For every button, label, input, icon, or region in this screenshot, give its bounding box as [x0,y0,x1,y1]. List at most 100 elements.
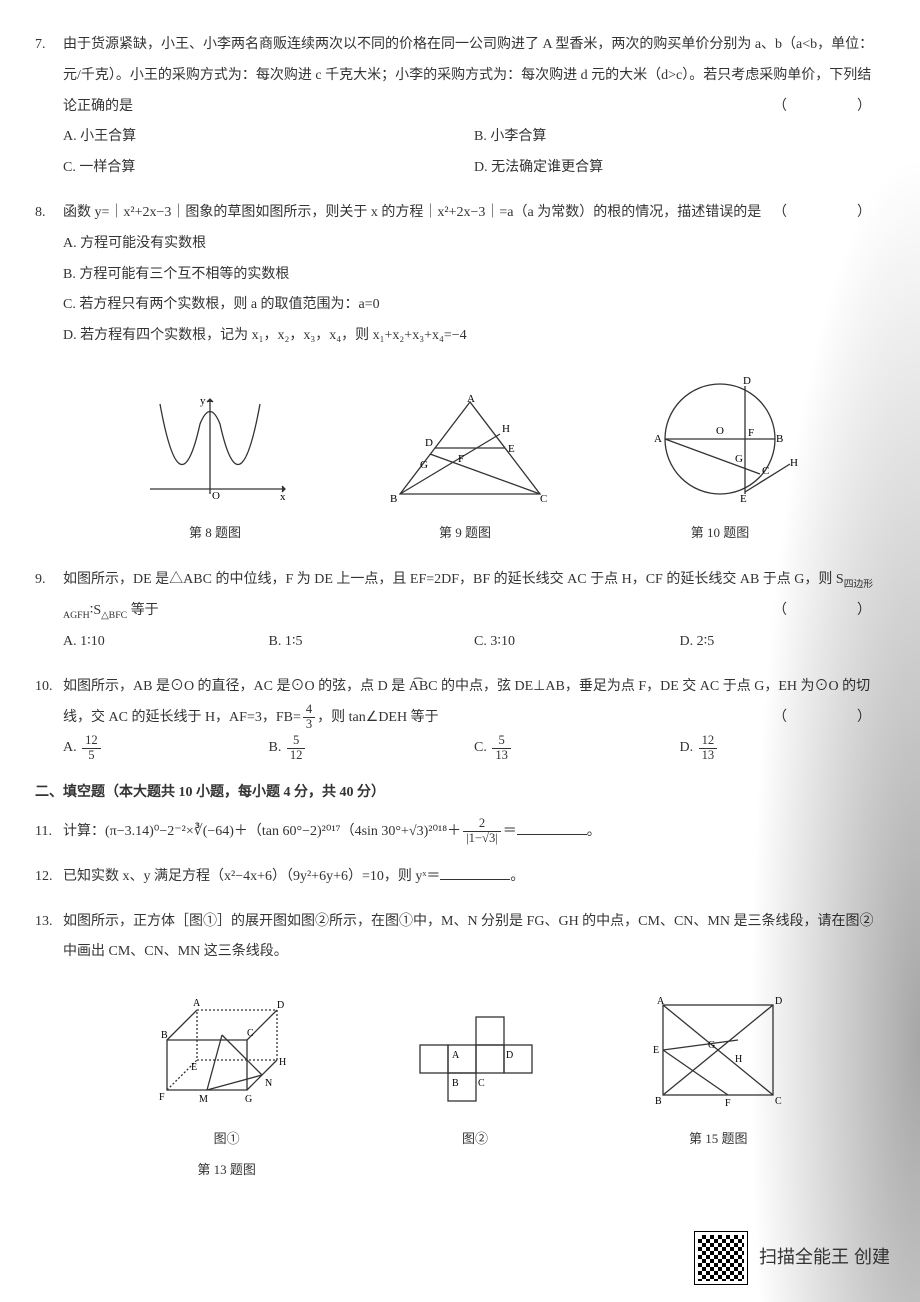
scanner-watermark: 扫描全能王 创建 [695,1232,890,1284]
question-9: 9. 如图所示，DE 是△ABC 的中位线，F 为 DE 上一点，且 EF=2D… [35,565,885,657]
svg-text:C: C [775,1096,782,1107]
svg-text:F: F [159,1092,165,1103]
fig13b-svg: A B C D [410,1010,540,1110]
question-11: 11. 计算：(π−3.14)⁰−2⁻²×∛(−64)＋（tan 60°−2)²… [35,817,885,848]
svg-text:C: C [762,465,769,477]
option-b: B. 小李合算 [474,122,885,153]
svg-text:M: M [199,1094,208,1105]
question-12: 12. 已知实数 x、y 满足方程（x²−4x+6）（9y²+6y+6）=10，… [35,862,885,893]
svg-text:D: D [277,1000,284,1011]
svg-text:G: G [245,1094,252,1105]
fig-caption: 图① [147,1125,307,1154]
svg-text:A: A [657,996,665,1007]
svg-text:H: H [502,423,510,435]
svg-text:G: G [708,1040,715,1051]
q-stem: 计算：(π−3.14)⁰−2⁻²×∛(−64)＋（tan 60°−2)²⁰¹⁷（… [63,817,885,848]
options: A. 小王合算 B. 小李合算 C. 一样合算 D. 无法确定谁更合算 [35,122,885,184]
svg-text:B: B [452,1078,459,1089]
option-a: A. 1∶10 [63,627,269,658]
answer-paren: （ ） [773,703,885,734]
option-a: A. 125 [63,733,269,764]
figure-10: A B C D E F G H O 第 10 题图 [640,374,800,547]
fig-group-caption: 第 13 题图 [147,1156,307,1185]
answer-paren: （ ） [773,198,885,229]
figure-row-2: A D B C E H F G M N 图① 第 13 题图 A B C [35,982,885,1192]
svg-text:B: B [776,433,783,445]
svg-text:E: E [508,443,515,455]
figure-row-1: O x y 第 8 题图 A B C D E F G H 第 9 题图 [35,366,885,555]
option-a: A. 方程可能没有实数根 [63,229,885,260]
svg-text:x: x [280,491,286,503]
svg-text:A: A [467,394,475,405]
fig-caption: 第 8 题图 [140,519,290,548]
q-stem: 函数 y=｜x²+2x−3｜图象的草图如图所示，则关于 x 的方程｜x²+2x−… [63,198,885,229]
svg-text:E: E [191,1062,197,1073]
svg-text:H: H [735,1054,742,1065]
figure-8: O x y 第 8 题图 [140,394,290,547]
svg-text:C: C [540,493,547,504]
option-c: C. 一样合算 [63,153,474,184]
q-stem: 如图所示，正方体［图①］的展开图如图②所示，在图①中，M、N 分别是 FG、GH… [63,907,885,969]
svg-text:O: O [716,425,724,437]
q-num: 7. [35,30,63,61]
svg-text:B: B [161,1030,168,1041]
option-b: B. 方程可能有三个互不相等的实数根 [63,260,885,291]
svg-text:F: F [725,1098,731,1109]
answer-paren: （ ） [773,92,885,123]
svg-text:G: G [420,459,428,471]
figure-13a: A D B C E H F G M N 图① 第 13 题图 [147,990,307,1184]
answer-blank[interactable] [517,821,587,835]
svg-text:B: B [655,1096,662,1107]
option-c: C. 3∶10 [474,627,680,658]
q-stem: 由于货源紧缺，小王、小李两名商贩连续两次以不同的价格在同一公司购进了 A 型香米… [63,30,885,122]
q-num: 9. [35,565,63,596]
fig-caption: 第 15 题图 [643,1125,793,1154]
q-num: 13. [35,907,63,938]
options: A. 方程可能没有实数根 B. 方程可能有三个互不相等的实数根 C. 若方程只有… [35,229,885,352]
option-c: C. 若方程只有两个实数根，则 a 的取值范围为：a=0 [63,290,885,321]
svg-text:D: D [743,375,751,387]
option-b: B. 512 [269,733,475,764]
options: A. 125 B. 512 C. 513 D. 1213 [35,733,885,764]
fig8-svg: O x y [140,394,290,504]
svg-text:A: A [654,433,662,445]
fig-caption: 第 9 题图 [380,519,550,548]
qr-code-icon [695,1232,747,1284]
answer-paren: （ ） [773,596,885,627]
question-7: 7. 由于货源紧缺，小王、小李两名商贩连续两次以不同的价格在同一公司购进了 A … [35,30,885,184]
svg-text:F: F [458,453,464,465]
q-stem: 已知实数 x、y 满足方程（x²−4x+6）（9y²+6y+6）=10，则 yˣ… [63,862,885,893]
option-c: C. 513 [474,733,680,764]
question-13: 13. 如图所示，正方体［图①］的展开图如图②所示，在图①中，M、N 分别是 F… [35,907,885,969]
option-a: A. 小王合算 [63,122,474,153]
svg-text:A: A [193,998,201,1009]
svg-text:F: F [748,427,754,439]
q-num: 10. [35,672,63,703]
q-stem: 如图所示，AB 是⊙O 的直径，AC 是⊙O 的弦，点 D 是 A͡BC 的中点… [63,672,885,734]
section-2-title: 二、填空题（本大题共 10 小题，每小题 4 分，共 40 分） [35,778,885,809]
svg-text:C: C [247,1028,254,1039]
svg-text:O: O [212,490,220,502]
svg-text:A: A [452,1050,460,1061]
svg-text:y: y [200,395,206,407]
options: A. 1∶10 B. 1∶5 C. 3∶10 D. 2∶5 [35,627,885,658]
svg-text:D: D [506,1050,513,1061]
figure-15: A D B C E F G H 第 15 题图 [643,990,793,1184]
watermark-text: 扫描全能王 创建 [759,1238,890,1278]
svg-text:G: G [735,453,743,465]
question-8: 8. 函数 y=｜x²+2x−3｜图象的草图如图所示，则关于 x 的方程｜x²+… [35,198,885,352]
svg-text:H: H [279,1057,286,1068]
q-stem: 如图所示，DE 是△ABC 的中位线，F 为 DE 上一点，且 EF=2DF，B… [63,565,885,627]
fig-caption: 第 10 题图 [640,519,800,548]
option-d: D. 若方程有四个实数根，记为 x₁，x₂，x₃，x₄，则 x₁+x₂+x₃+x… [63,321,885,352]
svg-text:C: C [478,1078,485,1089]
fig-caption: 图② [410,1125,540,1154]
option-d: D. 1213 [680,733,886,764]
option-d: D. 无法确定谁更合算 [474,153,885,184]
answer-blank[interactable] [440,866,510,880]
svg-text:N: N [265,1078,272,1089]
svg-text:D: D [775,996,782,1007]
fig10-svg: A B C D E F G H O [640,374,800,504]
svg-text:E: E [653,1045,659,1056]
question-10: 10. 如图所示，AB 是⊙O 的直径，AC 是⊙O 的弦，点 D 是 A͡BC… [35,672,885,764]
